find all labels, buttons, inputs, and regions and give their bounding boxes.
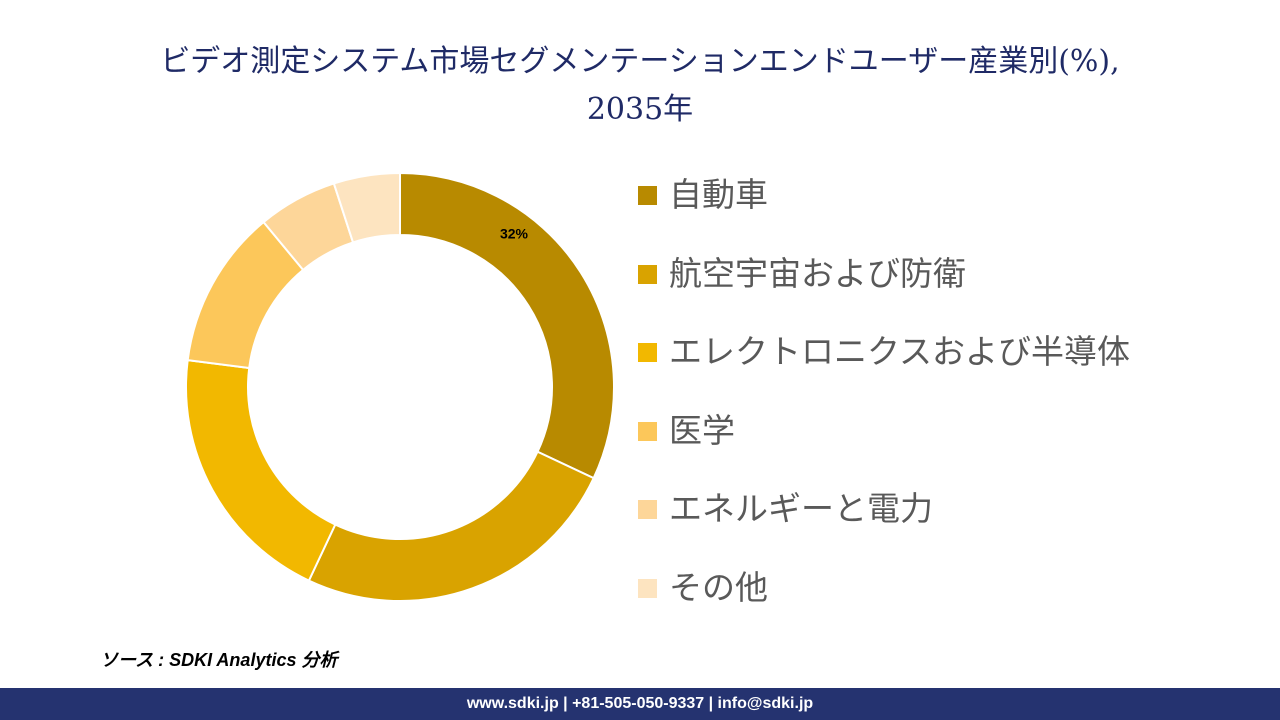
legend-label: エレクトロニクスおよび半導体 <box>669 332 1131 371</box>
donut-slice <box>185 359 337 582</box>
legend-label: 医学 <box>669 410 735 450</box>
legend-item: 医学 <box>638 406 1130 485</box>
legend-item: エネルギーと電力 <box>638 484 1130 563</box>
legend: 自動車航空宇宙および防衛エレクトロニクスおよび半導体 医学エネルギーと電力 その他 <box>638 170 1130 641</box>
legend-item: エレクトロニクスおよび半導体 <box>638 327 1130 406</box>
data-label: 32% <box>500 226 529 242</box>
donut-slice <box>332 171 401 244</box>
footer-contact: www.sdki.jp | +81-505-050-9337 | info@sd… <box>0 688 1280 720</box>
donut-slice <box>307 450 595 602</box>
donut-slice <box>399 171 615 480</box>
title-line-1: ビデオ測定システム市場セグメンテーションエンドユーザー産業別(%), <box>160 44 1120 79</box>
legend-label: 航空宇宙および防衛 <box>669 253 966 293</box>
legend-item: 自動車 <box>638 170 1130 249</box>
legend-swatch <box>638 343 657 362</box>
legend-swatch <box>638 186 657 205</box>
legend-item: 航空宇宙および防衛 <box>638 249 1130 328</box>
legend-label: 自動車 <box>669 175 768 214</box>
legend-item: その他 <box>638 563 1130 642</box>
legend-label: その他 <box>669 567 768 607</box>
title-line-2: 2035年 <box>586 92 694 127</box>
legend-swatch <box>638 500 657 519</box>
legend-swatch <box>638 421 657 441</box>
legend-swatch <box>638 578 657 598</box>
chart-title: ビデオ測定システム市場セグメンテーションエンドユーザー産業別(%), 2035年 <box>0 38 1280 134</box>
legend-swatch <box>638 264 657 284</box>
legend-label: エネルギーと電力 <box>669 489 933 528</box>
source-note: ソース : SDKI Analytics 分析 <box>100 650 338 670</box>
